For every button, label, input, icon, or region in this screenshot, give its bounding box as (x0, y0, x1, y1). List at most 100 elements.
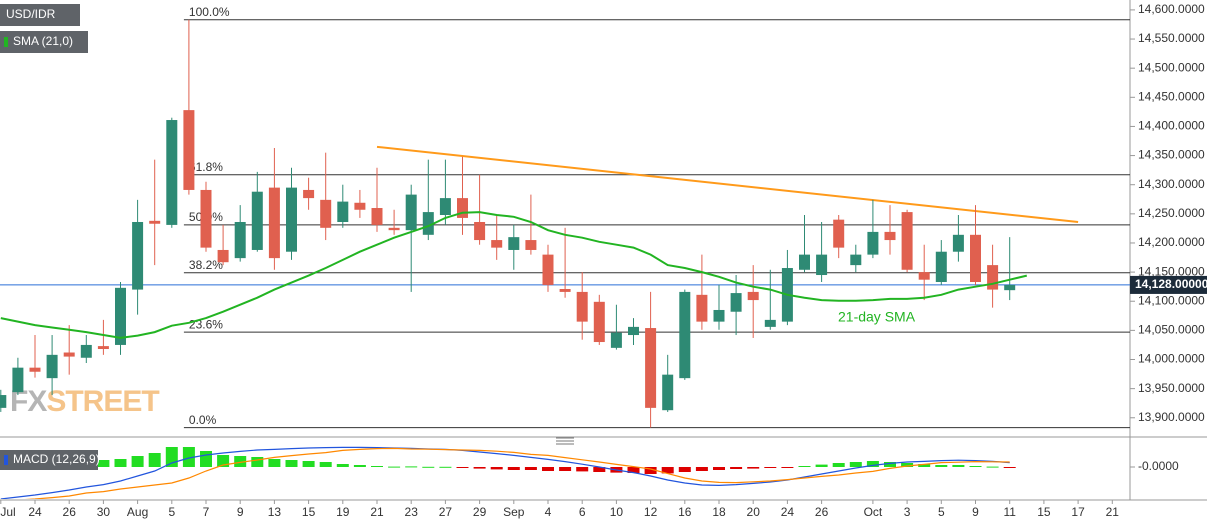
macd-bar (866, 461, 879, 467)
x-tick-label: 20 (747, 505, 761, 519)
candle-body (628, 326, 639, 336)
x-tick-label: 15 (302, 505, 316, 519)
macd-bar (507, 467, 520, 470)
candle-body (816, 254, 828, 276)
candle-body (559, 289, 571, 292)
candle-body (730, 293, 742, 312)
macd-bar (952, 465, 965, 467)
candle-body (764, 319, 776, 327)
x-tick-label: Sep (503, 505, 525, 519)
legend-swatch (4, 37, 8, 47)
candle-body (354, 202, 366, 210)
y-tick-label: 14,150.0000 (1138, 264, 1205, 278)
x-tick-label: Aug (127, 505, 148, 519)
macd-bar (182, 447, 195, 467)
x-tick-label: 16 (678, 505, 692, 519)
macd-bar (918, 464, 931, 467)
candle-body (474, 221, 486, 241)
y-tick-label: 14,600.0000 (1138, 2, 1205, 16)
macd-bar (559, 467, 572, 471)
y-tick-label: 14,450.0000 (1138, 89, 1205, 103)
svg-text:FXSTREET: FXSTREET (10, 385, 159, 418)
candle-body (679, 291, 691, 379)
macd-bar (302, 461, 315, 467)
x-tick-label: 21 (370, 505, 384, 519)
macd-label-box (0, 450, 98, 470)
annotation: 21-day SMA (838, 309, 916, 325)
fib-label: 38.2% (189, 258, 223, 272)
y-tick-label: 14,500.0000 (1138, 60, 1205, 74)
fib-label: 0.0% (189, 413, 217, 427)
legend-swatch (4, 455, 8, 465)
candle-body (935, 251, 947, 283)
candle-body (970, 234, 981, 283)
macd-bar (473, 467, 486, 469)
x-tick-label: 13 (268, 505, 282, 519)
x-tick-label: 3 (904, 505, 911, 519)
candle-body (542, 254, 554, 285)
macd-y-tick-label: -0.0000 (1138, 459, 1179, 473)
macd-bar (815, 464, 828, 467)
x-tick-label: 9 (972, 505, 979, 519)
macd-bar (678, 467, 691, 472)
macd-bar (148, 453, 161, 467)
macd-bar (336, 464, 349, 467)
y-tick-label: 14,550.0000 (1138, 31, 1205, 45)
x-tick-label: 5 (938, 505, 945, 519)
candle-body (371, 208, 383, 225)
candle-body (901, 212, 913, 270)
macd-bar (781, 467, 794, 468)
x-tick-label: 4 (545, 505, 552, 519)
x-tick-label: 5 (168, 505, 175, 519)
macd-bar (884, 462, 896, 467)
candle-body (251, 191, 263, 250)
x-tick-label: 7 (203, 505, 210, 519)
macd-bar (695, 467, 708, 471)
y-tick-label: 14,000.0000 (1138, 352, 1205, 366)
x-tick-label: 10 (610, 505, 624, 519)
candle-body (696, 294, 708, 322)
candle-body (610, 332, 622, 348)
candle-body (166, 120, 178, 225)
y-tick-label: 14,350.0000 (1138, 148, 1205, 162)
candle-body (337, 201, 349, 222)
candle-body (576, 291, 588, 322)
drag-handle[interactable] (556, 437, 574, 445)
y-tick-label: 14,050.0000 (1138, 323, 1205, 337)
macd-bar (627, 467, 640, 473)
candle-body (422, 212, 434, 235)
legend-label: SMA (21,0) (13, 34, 73, 48)
candle-body (1004, 284, 1016, 291)
macd-bar (165, 447, 178, 467)
macd-bar (456, 467, 469, 468)
candle-body (303, 189, 315, 199)
candle-body (457, 198, 468, 218)
x-tick-label: 27 (439, 505, 453, 519)
candle-body (525, 240, 537, 250)
candle-body (97, 346, 109, 350)
macd-bar (1003, 467, 1016, 468)
legend: USD/IDR SMA (21,0) MACD (12,26,9) (0, 4, 100, 470)
candle-body (234, 221, 246, 259)
candle-body (918, 272, 930, 280)
candle-body (713, 309, 725, 322)
candle-body (63, 352, 75, 357)
macd-bar (251, 457, 264, 467)
macd-bar (234, 456, 247, 467)
fib-label: 61.8% (189, 160, 223, 174)
signal-line (24, 447, 1010, 499)
x-tick-label: Oct (864, 505, 883, 519)
macd-bar (713, 467, 725, 470)
x-tick-label: 17 (1071, 505, 1085, 519)
y-tick-label: 14,250.0000 (1138, 206, 1205, 220)
macd-bar (901, 463, 914, 467)
x-tick-label: 6 (579, 505, 586, 519)
fib-label: 100.0% (189, 5, 230, 19)
candle-body (952, 234, 964, 252)
y-tick-label: 14,400.0000 (1138, 119, 1205, 133)
candle-body (0, 395, 7, 408)
x-tick-label: 24 (781, 505, 795, 519)
x-tick-label: 21 (1106, 505, 1120, 519)
